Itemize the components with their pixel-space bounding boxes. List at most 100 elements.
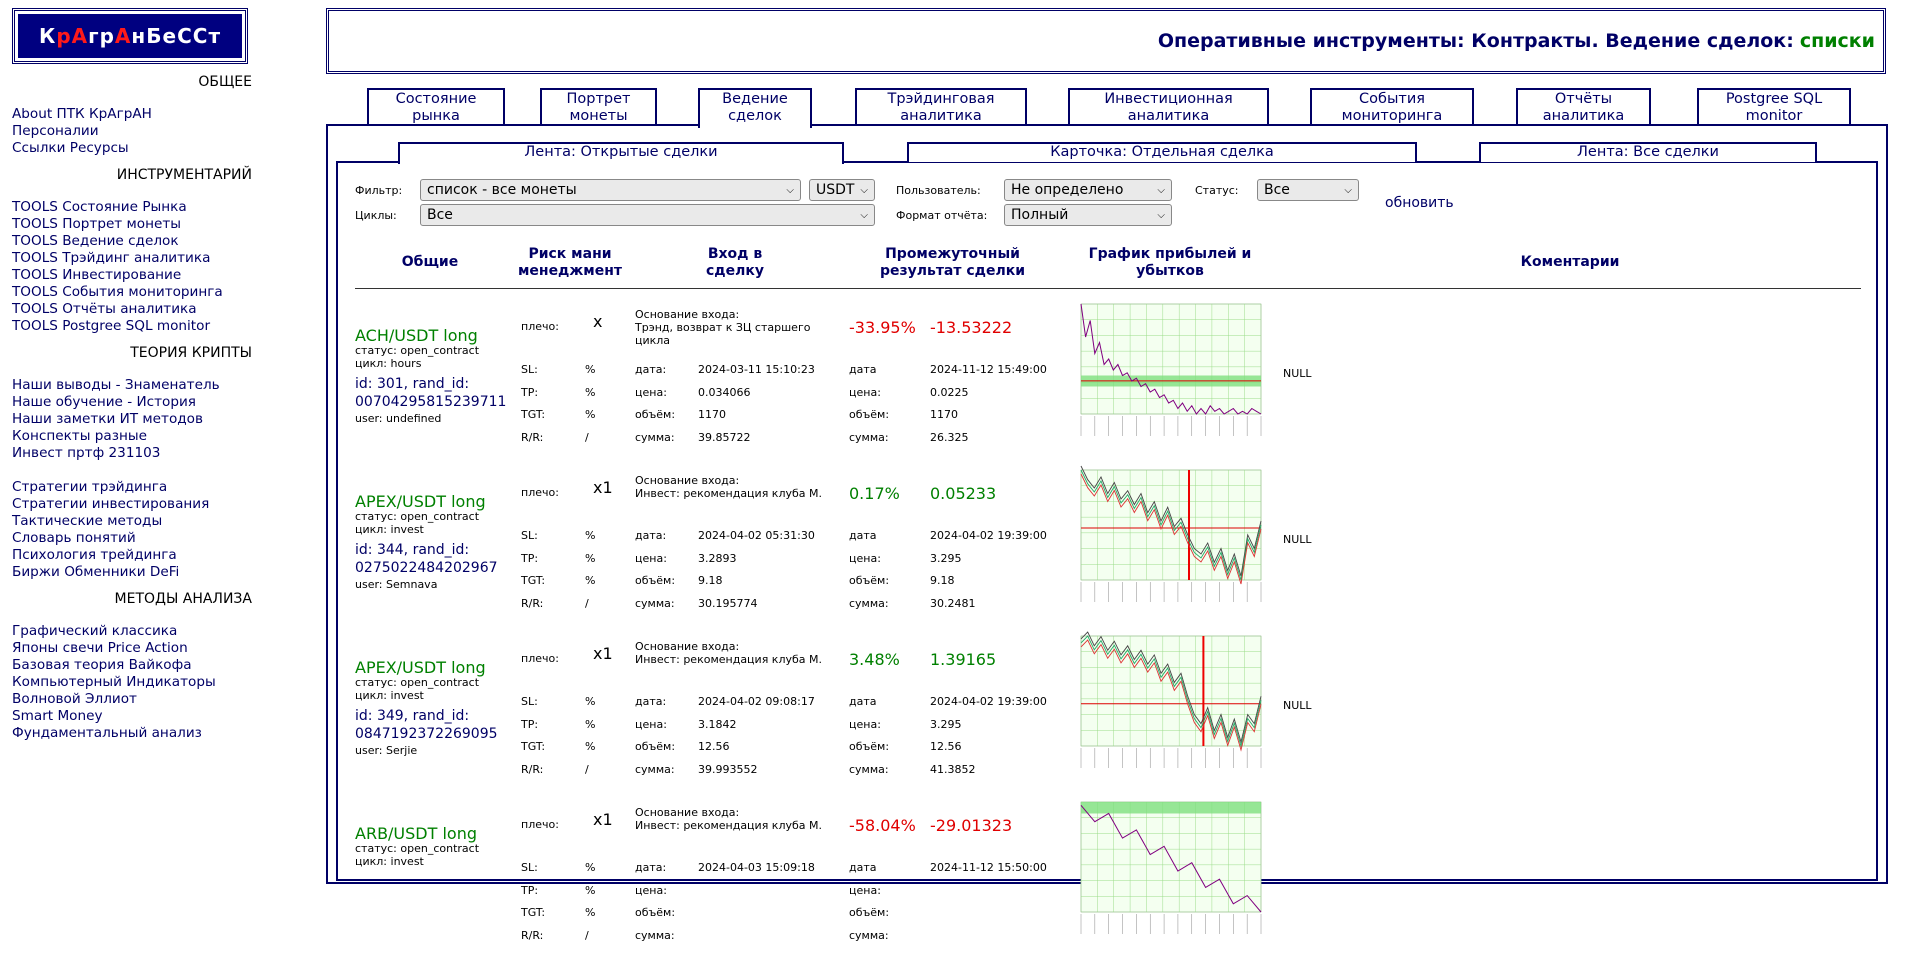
sidebar-section-title: ТЕОРИЯ КРИПТЫ [130,345,252,361]
current-value: 2024-04-02 19:39:00 [930,529,1047,542]
tab-6[interactable]: События мониторинга [1310,88,1474,124]
current-value: 41.3852 [930,762,976,776]
sidebar-link[interactable]: Компьютерный Индикаторы [12,674,216,690]
sidebar-link[interactable]: Биржи Обменники DeFi [12,564,180,580]
tab-label-line: рынка [412,108,460,124]
result-percent: -58.04% [849,816,916,835]
sidebar-link[interactable]: Наше обучение - История [12,394,196,410]
entry-value: 39.993552 [698,762,758,776]
sidebar-link[interactable]: TOOLS Состояние Рынка [12,199,187,215]
subtab-2[interactable]: Карточка: Отдельная сделка [907,142,1417,162]
format-select[interactable]: Полный ⌵ [1004,204,1172,226]
sidebar-link[interactable]: TOOLS Портрет монеты [12,216,182,232]
sidebar-link[interactable]: Волновой Эллиот [12,691,137,707]
sidebar-link[interactable]: Тактические методы [12,513,163,529]
chevron-down-icon: ⌵ [1157,209,1165,221]
sidebar-link[interactable]: TOOLS Инвестирование [12,267,182,283]
risk-unit: / [585,430,589,444]
sidebar-link[interactable]: Фундаментальный анализ [12,725,202,741]
sidebar-link[interactable]: Графический классика [12,623,178,639]
sidebar-link[interactable]: Ссылки Ресурсы [12,140,129,156]
deal-pair[interactable]: ACH/USDT long [355,326,478,345]
chevron-down-icon: ⌵ [786,184,794,196]
current-label: сумма: [849,762,889,776]
filter-value: список - все монеты [427,182,577,198]
entry-basis-label: Основание входа: [635,806,740,819]
pnl-chart[interactable] [1071,298,1267,444]
currency-select[interactable]: USDT ⌵ [809,179,875,201]
sidebar-link[interactable]: Стратегии трэйдинга [12,479,168,495]
deal-pair[interactable]: APEX/USDT long [355,492,486,511]
deal-pair[interactable]: APEX/USDT long [355,658,486,677]
pnl-chart[interactable] [1071,796,1267,942]
entry-label: сумма: [635,762,675,776]
entry-basis-text: Трэнд, возврат к ЗЦ старшего цикла [635,321,811,347]
tab-3[interactable]: Ведение сделок [698,88,812,128]
tab-8[interactable]: Postgree SQL monitor [1697,88,1851,124]
sidebar-link[interactable]: Японы свечи Price Action [12,640,188,656]
current-value: 0.0225 [930,385,969,399]
risk-label: R/R: [521,596,544,610]
header-divider [355,288,1861,289]
status-select[interactable]: Все ⌵ [1257,179,1359,201]
sidebar-link[interactable]: TOOLS Отчёты аналитика [12,301,197,317]
logo-letter: С [192,24,209,48]
sidebar-link[interactable]: Конспекты разные [12,428,147,444]
result-percent: -33.95% [849,318,916,337]
current-label: дата [849,529,877,542]
sidebar-link[interactable]: TOOLS Трэйдинг аналитика [12,250,211,266]
column-header: Вход в сделку [655,246,815,280]
tab-1[interactable]: Состояние рынка [367,88,505,124]
sidebar-link[interactable]: TOOLS Postgree SQL monitor [12,318,211,334]
current-label: цена: [849,717,881,731]
sidebar-section-title: ОБЩЕЕ [198,74,252,90]
filter-select[interactable]: список - все монеты ⌵ [420,179,801,201]
sidebar-link[interactable]: About ПТК КрАгрАН [12,106,152,122]
refresh-link[interactable]: обновить [1385,195,1454,211]
sidebar-link[interactable]: Психология трейдинга [12,547,177,563]
sidebar-link[interactable]: Smart Money [12,708,103,724]
leverage-label: плечо: [521,320,559,333]
sidebar-link[interactable]: TOOLS События мониторинга [12,284,223,300]
current-label: дата [849,861,877,874]
sidebar-link[interactable]: TOOLS Ведение сделок [12,233,179,249]
sidebar-link[interactable]: Инвест пртф 231103 [12,445,161,461]
user-select[interactable]: Не определено ⌵ [1004,179,1172,201]
sidebar-section-title: МЕТОДЫ АНАЛИЗА [114,591,252,607]
sidebar-link[interactable]: Стратегии инвестирования [12,496,210,512]
risk-unit: % [585,529,596,542]
deal-user: user: undefined [355,412,442,425]
current-value: 2024-11-12 15:50:00 [930,861,1047,874]
chart-series-line-high [1080,465,1262,577]
deal-pair[interactable]: ARB/USDT long [355,824,478,843]
sidebar-link[interactable]: Словарь понятий [12,530,136,546]
sidebar-link[interactable]: Наши выводы - Знаменатель [12,377,220,393]
current-label: объём: [849,740,890,753]
sidebar-link[interactable]: Персоналии [12,123,99,139]
entry-basis-label: Основание входа: [635,640,740,653]
subtab-1[interactable]: Лента: Открытые сделки [398,142,844,164]
current-label: сумма: [849,928,889,942]
tab-7[interactable]: Отчёты аналитика [1516,88,1651,124]
chart-series-line-mid [1080,635,1262,748]
tab-2[interactable]: Портрет монеты [540,88,657,124]
risk-unit: % [585,551,596,565]
sidebar-link[interactable]: Базовая теория Вайкофа [12,657,192,673]
entry-basis: Основание входа: Инвест: рекомендация клу… [635,474,835,500]
entry-value: 3.1842 [698,717,737,731]
pnl-chart[interactable] [1071,464,1267,610]
subtab-3[interactable]: Лента: Все сделки [1479,142,1817,162]
entry-value: 2024-03-11 15:10:23 [698,363,815,376]
cycles-select[interactable]: Все ⌵ [420,204,875,226]
entry-basis: Основание входа: Инвест: рекомендация клу… [635,640,835,666]
entry-label: сумма: [635,928,675,942]
tab-5[interactable]: Инвестиционная аналитика [1068,88,1269,124]
tab-4[interactable]: Трэйдинговая аналитика [855,88,1027,124]
pnl-chart[interactable] [1071,630,1267,776]
tab-label-line: Ведение [722,91,788,107]
entry-basis-label: Основание входа: [635,474,740,487]
sidebar-link[interactable]: Наши заметки ИТ методов [12,411,203,427]
tab-label-line: Postgree SQL [1725,91,1823,107]
